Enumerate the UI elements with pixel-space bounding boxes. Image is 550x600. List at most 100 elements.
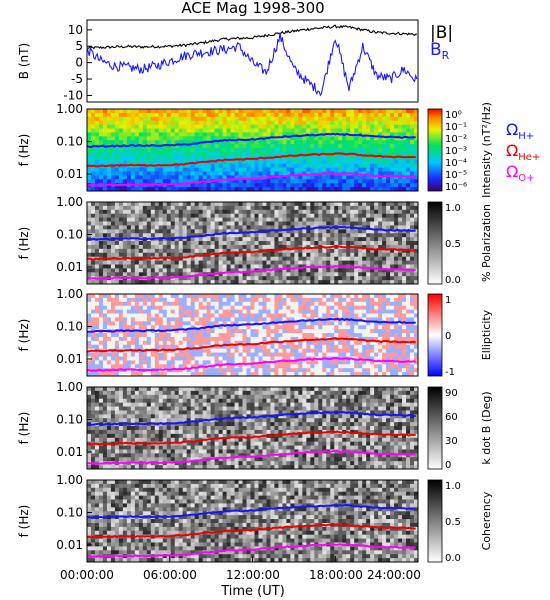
heatmap-cell bbox=[314, 112, 319, 118]
heatmap-cell bbox=[206, 183, 212, 188]
heatmap-cell bbox=[166, 217, 172, 222]
heatmap-cell bbox=[98, 301, 104, 307]
heatmap-cell bbox=[186, 348, 192, 353]
heatmap-cell bbox=[162, 301, 168, 307]
heatmap-cell bbox=[262, 348, 267, 353]
heatmap-cell bbox=[174, 252, 180, 258]
heatmap-cell bbox=[87, 225, 92, 230]
heatmap-cell bbox=[154, 140, 160, 145]
heatmap-cell bbox=[202, 167, 208, 172]
heatmap-cell bbox=[94, 225, 100, 230]
heatmap-cell bbox=[134, 132, 140, 137]
heatmap-cell bbox=[94, 241, 100, 246]
heatmap-cell bbox=[286, 317, 291, 322]
heatmap-cell bbox=[310, 364, 315, 369]
heatmap-cell bbox=[226, 260, 231, 265]
heatmap-cell bbox=[350, 209, 355, 215]
heatmap-cell bbox=[174, 109, 180, 114]
heatmap-cell bbox=[330, 148, 335, 153]
heatmap-cell bbox=[206, 217, 212, 222]
heatmap-cell bbox=[122, 167, 128, 172]
heatmap-cell bbox=[254, 352, 259, 357]
heatmap-cell bbox=[322, 344, 327, 350]
heatmap-cell bbox=[358, 167, 363, 172]
heatmap-cell bbox=[126, 317, 132, 322]
heatmap-cell bbox=[250, 140, 255, 145]
heatmap-cell bbox=[146, 202, 152, 207]
heatmap-cell bbox=[110, 179, 116, 184]
heatmap-cell bbox=[114, 159, 120, 165]
heatmap-cell bbox=[278, 205, 283, 211]
heatmap-cell bbox=[290, 171, 295, 176]
heatmap-cell bbox=[182, 329, 188, 334]
heatmap-cell bbox=[102, 175, 108, 180]
heatmap-cell bbox=[286, 297, 291, 303]
heatmap-cell bbox=[158, 112, 164, 118]
heatmap-cell bbox=[254, 252, 259, 258]
heatmap-cell bbox=[182, 221, 188, 226]
heatmap-cell bbox=[106, 268, 112, 273]
heatmap-cell bbox=[394, 276, 399, 281]
heatmap-cell bbox=[290, 256, 295, 261]
heatmap-cell bbox=[94, 209, 100, 215]
heatmap-cell bbox=[150, 120, 156, 126]
heatmap-cell bbox=[158, 120, 164, 126]
heatmap-cell bbox=[350, 175, 355, 180]
heatmap-cell bbox=[334, 159, 339, 165]
heatmap-cell bbox=[298, 294, 303, 299]
heatmap-cell bbox=[230, 225, 235, 230]
heatmap-cell bbox=[250, 179, 255, 184]
heatmap-cell bbox=[302, 229, 307, 234]
heatmap-cell bbox=[178, 305, 184, 311]
heatmap-cell bbox=[250, 163, 255, 168]
heatmap-cell bbox=[150, 151, 156, 157]
heatmap-cell bbox=[378, 167, 383, 172]
heatmap-cell bbox=[342, 167, 347, 172]
heatmap-cell bbox=[226, 264, 231, 269]
heatmap-cell bbox=[334, 112, 339, 118]
heatmap-cell bbox=[210, 241, 216, 246]
heatmap-cell bbox=[282, 333, 287, 338]
heatmap-cell bbox=[258, 233, 263, 238]
heatmap-cell bbox=[382, 120, 387, 126]
heatmap-cell bbox=[242, 356, 247, 361]
heatmap-cell bbox=[102, 167, 108, 172]
heatmap-cell bbox=[294, 179, 299, 184]
heatmap-cell bbox=[87, 305, 92, 311]
heatmap-cell bbox=[106, 356, 112, 361]
heatmap-cell bbox=[210, 244, 216, 250]
heatmap-cell bbox=[90, 159, 96, 165]
heatmap-cell bbox=[270, 305, 275, 311]
heatmap-cell bbox=[282, 276, 287, 281]
heatmap-cell bbox=[354, 321, 359, 326]
heatmap-cell bbox=[266, 368, 271, 373]
heatmap-cell bbox=[322, 348, 327, 353]
y-tick-label: 1.00 bbox=[56, 195, 83, 209]
heatmap-cell bbox=[282, 167, 287, 172]
heatmap-cell bbox=[238, 116, 243, 122]
heatmap-cell bbox=[242, 155, 247, 161]
heatmap-cell bbox=[334, 248, 339, 254]
heatmap-cell bbox=[342, 136, 347, 141]
heatmap-cell bbox=[394, 144, 399, 149]
heatmap-cell bbox=[242, 159, 247, 165]
heatmap-cell bbox=[118, 213, 124, 219]
heatmap-cell bbox=[262, 244, 267, 250]
heatmap-cell bbox=[246, 124, 251, 129]
heatmap-cell bbox=[350, 297, 355, 303]
heatmap-cell bbox=[282, 329, 287, 334]
heatmap-cell bbox=[98, 297, 104, 303]
heatmap-cell bbox=[310, 313, 315, 318]
heatmap-cell bbox=[186, 325, 192, 330]
heatmap-cell bbox=[246, 202, 251, 207]
heatmap-cell bbox=[282, 317, 287, 322]
heatmap-cell bbox=[262, 128, 267, 133]
heatmap-cell bbox=[126, 179, 132, 184]
heatmap-cell bbox=[306, 280, 311, 285]
heatmap-cell bbox=[326, 116, 331, 122]
heatmap-cell bbox=[290, 276, 295, 281]
heatmap-cell bbox=[370, 136, 375, 141]
heatmap-cell bbox=[298, 112, 303, 118]
heatmap-cell bbox=[258, 336, 263, 342]
heatmap-cell bbox=[134, 309, 140, 314]
